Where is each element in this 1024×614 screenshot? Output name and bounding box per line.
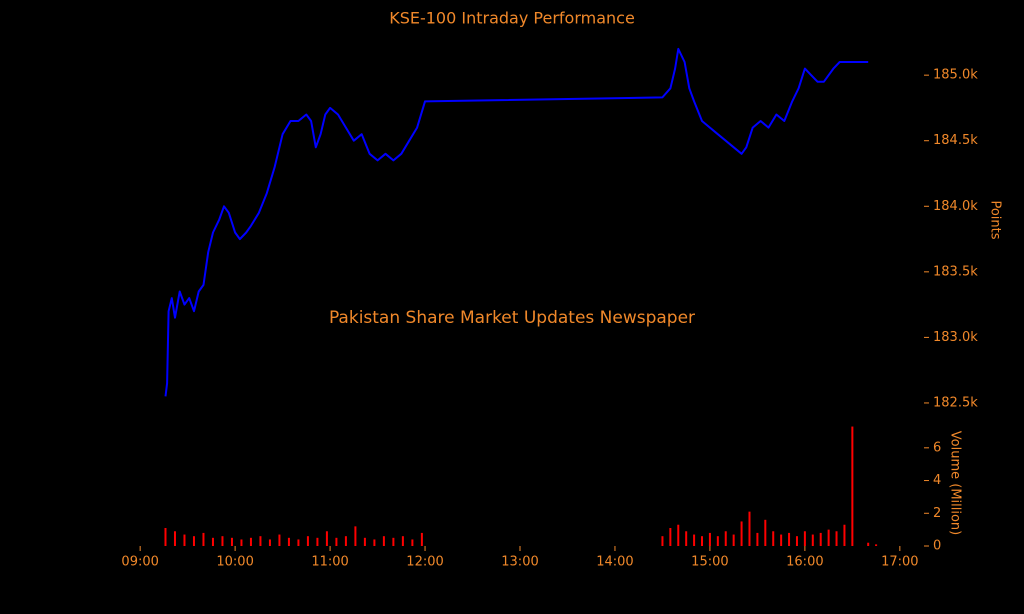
price-line xyxy=(164,47,869,397)
volume-bar xyxy=(780,534,783,546)
volume-bar xyxy=(661,536,664,546)
volume-bar xyxy=(230,537,233,546)
y-axis-label: Volume (Million) xyxy=(948,431,963,535)
volume-bar xyxy=(716,536,719,546)
volume-bar xyxy=(363,537,366,546)
volume-bar xyxy=(732,534,735,546)
volume-bar xyxy=(268,539,271,546)
x-tick-label: 12:00 xyxy=(406,555,443,570)
volume-bar xyxy=(278,534,281,546)
y-tick-label: 184.0k xyxy=(933,199,978,214)
volume-bar xyxy=(297,539,300,546)
volume-bar xyxy=(724,531,727,546)
volume-bar xyxy=(164,528,167,546)
x-tick-label: 09:00 xyxy=(121,555,158,570)
volume-bar xyxy=(827,529,830,546)
x-tick-label: 16:00 xyxy=(786,555,823,570)
chart-title: KSE-100 Intraday Performance xyxy=(389,9,635,28)
volume-bar xyxy=(306,536,309,546)
volume-bar xyxy=(851,426,854,546)
y-tick-label: 6 xyxy=(933,440,941,455)
volume-bar xyxy=(819,532,822,546)
volume-bar xyxy=(392,537,395,546)
volume-bar xyxy=(669,528,672,546)
volume-bar xyxy=(693,534,696,546)
volume-bar xyxy=(420,532,423,546)
volume-bar xyxy=(748,511,751,546)
volume-bar xyxy=(259,536,262,546)
volume-bar xyxy=(867,542,870,546)
volume-bar xyxy=(325,531,328,546)
x-tick-label: 10:00 xyxy=(216,555,253,570)
y-tick-label: 184.5k xyxy=(933,133,978,148)
volume-bar xyxy=(249,537,252,546)
volume-bar xyxy=(192,536,195,546)
volume-bar xyxy=(401,536,404,546)
y-tick-label: 183.5k xyxy=(933,264,978,279)
volume-bar xyxy=(183,534,186,546)
volume-bar xyxy=(803,531,806,546)
x-tick-label: 17:00 xyxy=(881,555,918,570)
volume-bar xyxy=(756,532,759,546)
volume-bar xyxy=(287,537,290,546)
y-tick-label: 182.5k xyxy=(933,395,978,410)
volume-bar xyxy=(875,544,878,546)
volume-bar xyxy=(835,531,838,546)
volume-bar xyxy=(788,532,791,546)
volume-bar xyxy=(344,536,347,546)
volume-bar xyxy=(708,532,711,546)
volume-bar xyxy=(685,531,688,546)
volume-bar xyxy=(811,534,814,546)
volume-bar xyxy=(335,537,338,546)
volume-bar xyxy=(764,519,767,546)
volume-bar xyxy=(316,537,319,546)
volume-bar xyxy=(202,532,205,546)
watermark: Pakistan Share Market Updates Newspaper xyxy=(329,308,695,328)
volume-bar xyxy=(373,539,376,546)
volume-bar xyxy=(173,531,176,546)
volume-bar xyxy=(211,537,214,546)
x-tick-label: 13:00 xyxy=(501,555,538,570)
y-tick-label: 183.0k xyxy=(933,330,978,345)
y-tick-label: 0 xyxy=(933,539,941,554)
x-tick-label: 15:00 xyxy=(691,555,728,570)
y-tick-label: 4 xyxy=(933,473,941,488)
y-axis-label: Points xyxy=(988,200,1003,239)
y-tick-label: 185.0k xyxy=(933,68,978,83)
volume-bar xyxy=(740,521,743,546)
volume-bar xyxy=(382,536,385,546)
volume-bar xyxy=(354,526,357,546)
y-tick-label: 2 xyxy=(933,506,941,521)
volume-bar xyxy=(677,524,680,546)
volume-bar xyxy=(772,531,775,546)
volume-bar xyxy=(795,536,798,546)
volume-bar xyxy=(221,536,224,546)
volume-bar xyxy=(411,539,414,546)
x-tick-label: 14:00 xyxy=(596,555,633,570)
volume-bar xyxy=(701,536,704,546)
volume-bar xyxy=(240,539,243,546)
x-tick-label: 11:00 xyxy=(311,555,348,570)
volume-bar xyxy=(843,524,846,546)
